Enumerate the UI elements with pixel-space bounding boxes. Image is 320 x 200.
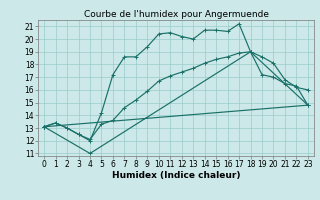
Title: Courbe de l'humidex pour Angermuende: Courbe de l'humidex pour Angermuende bbox=[84, 10, 268, 19]
X-axis label: Humidex (Indice chaleur): Humidex (Indice chaleur) bbox=[112, 171, 240, 180]
